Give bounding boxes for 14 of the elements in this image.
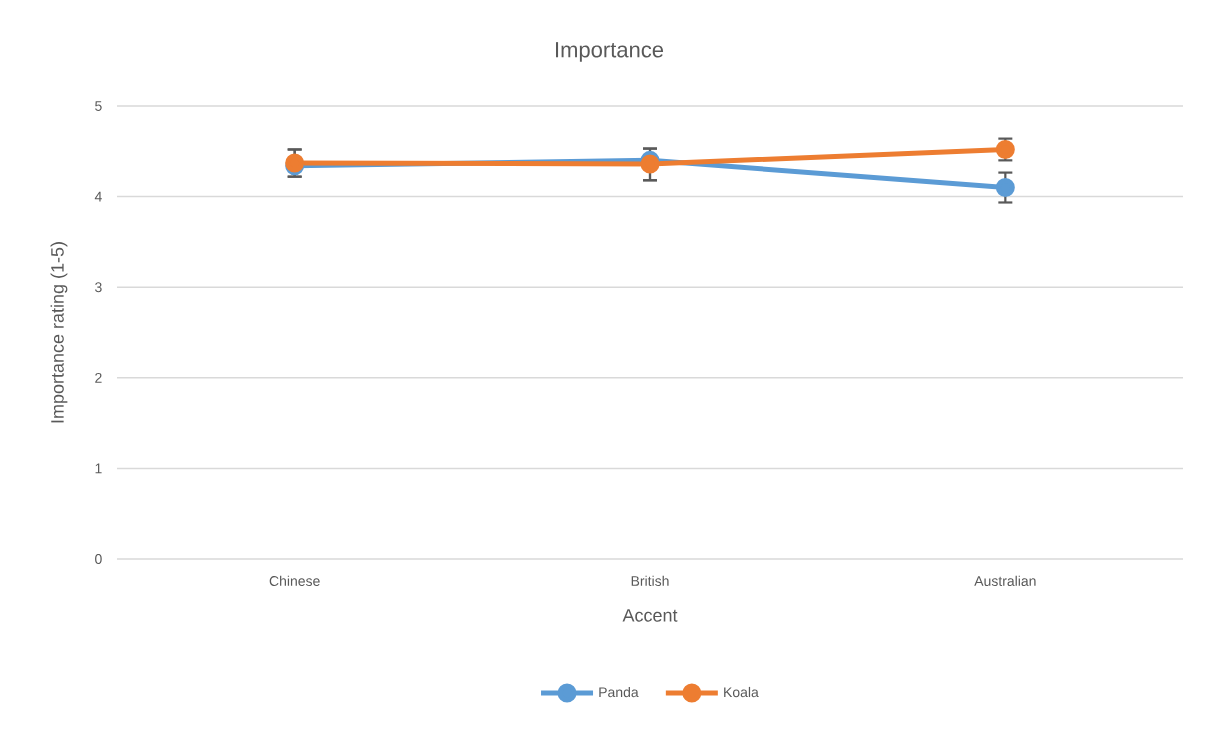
x-axis-title: Accent (622, 609, 678, 622)
legend-label: Koala (724, 686, 759, 698)
y-tick-label: 3 (95, 282, 102, 293)
y-tick-label: 5 (95, 101, 102, 111)
y-tick-label: 0 (95, 554, 102, 564)
chart-title: Importance (556, 42, 664, 62)
y-axis-title: Importance rating (1-5) (50, 242, 68, 423)
y-tick-label: 2 (95, 372, 102, 383)
x-tick-label: British (631, 575, 669, 586)
x-tick-label: Chinese (269, 575, 320, 586)
x-tick-label: Australian (974, 575, 1036, 586)
legend-label: Panda (599, 686, 639, 698)
y-tick-label: 1 (95, 463, 102, 474)
y-tick-label: 4 (94, 191, 102, 202)
